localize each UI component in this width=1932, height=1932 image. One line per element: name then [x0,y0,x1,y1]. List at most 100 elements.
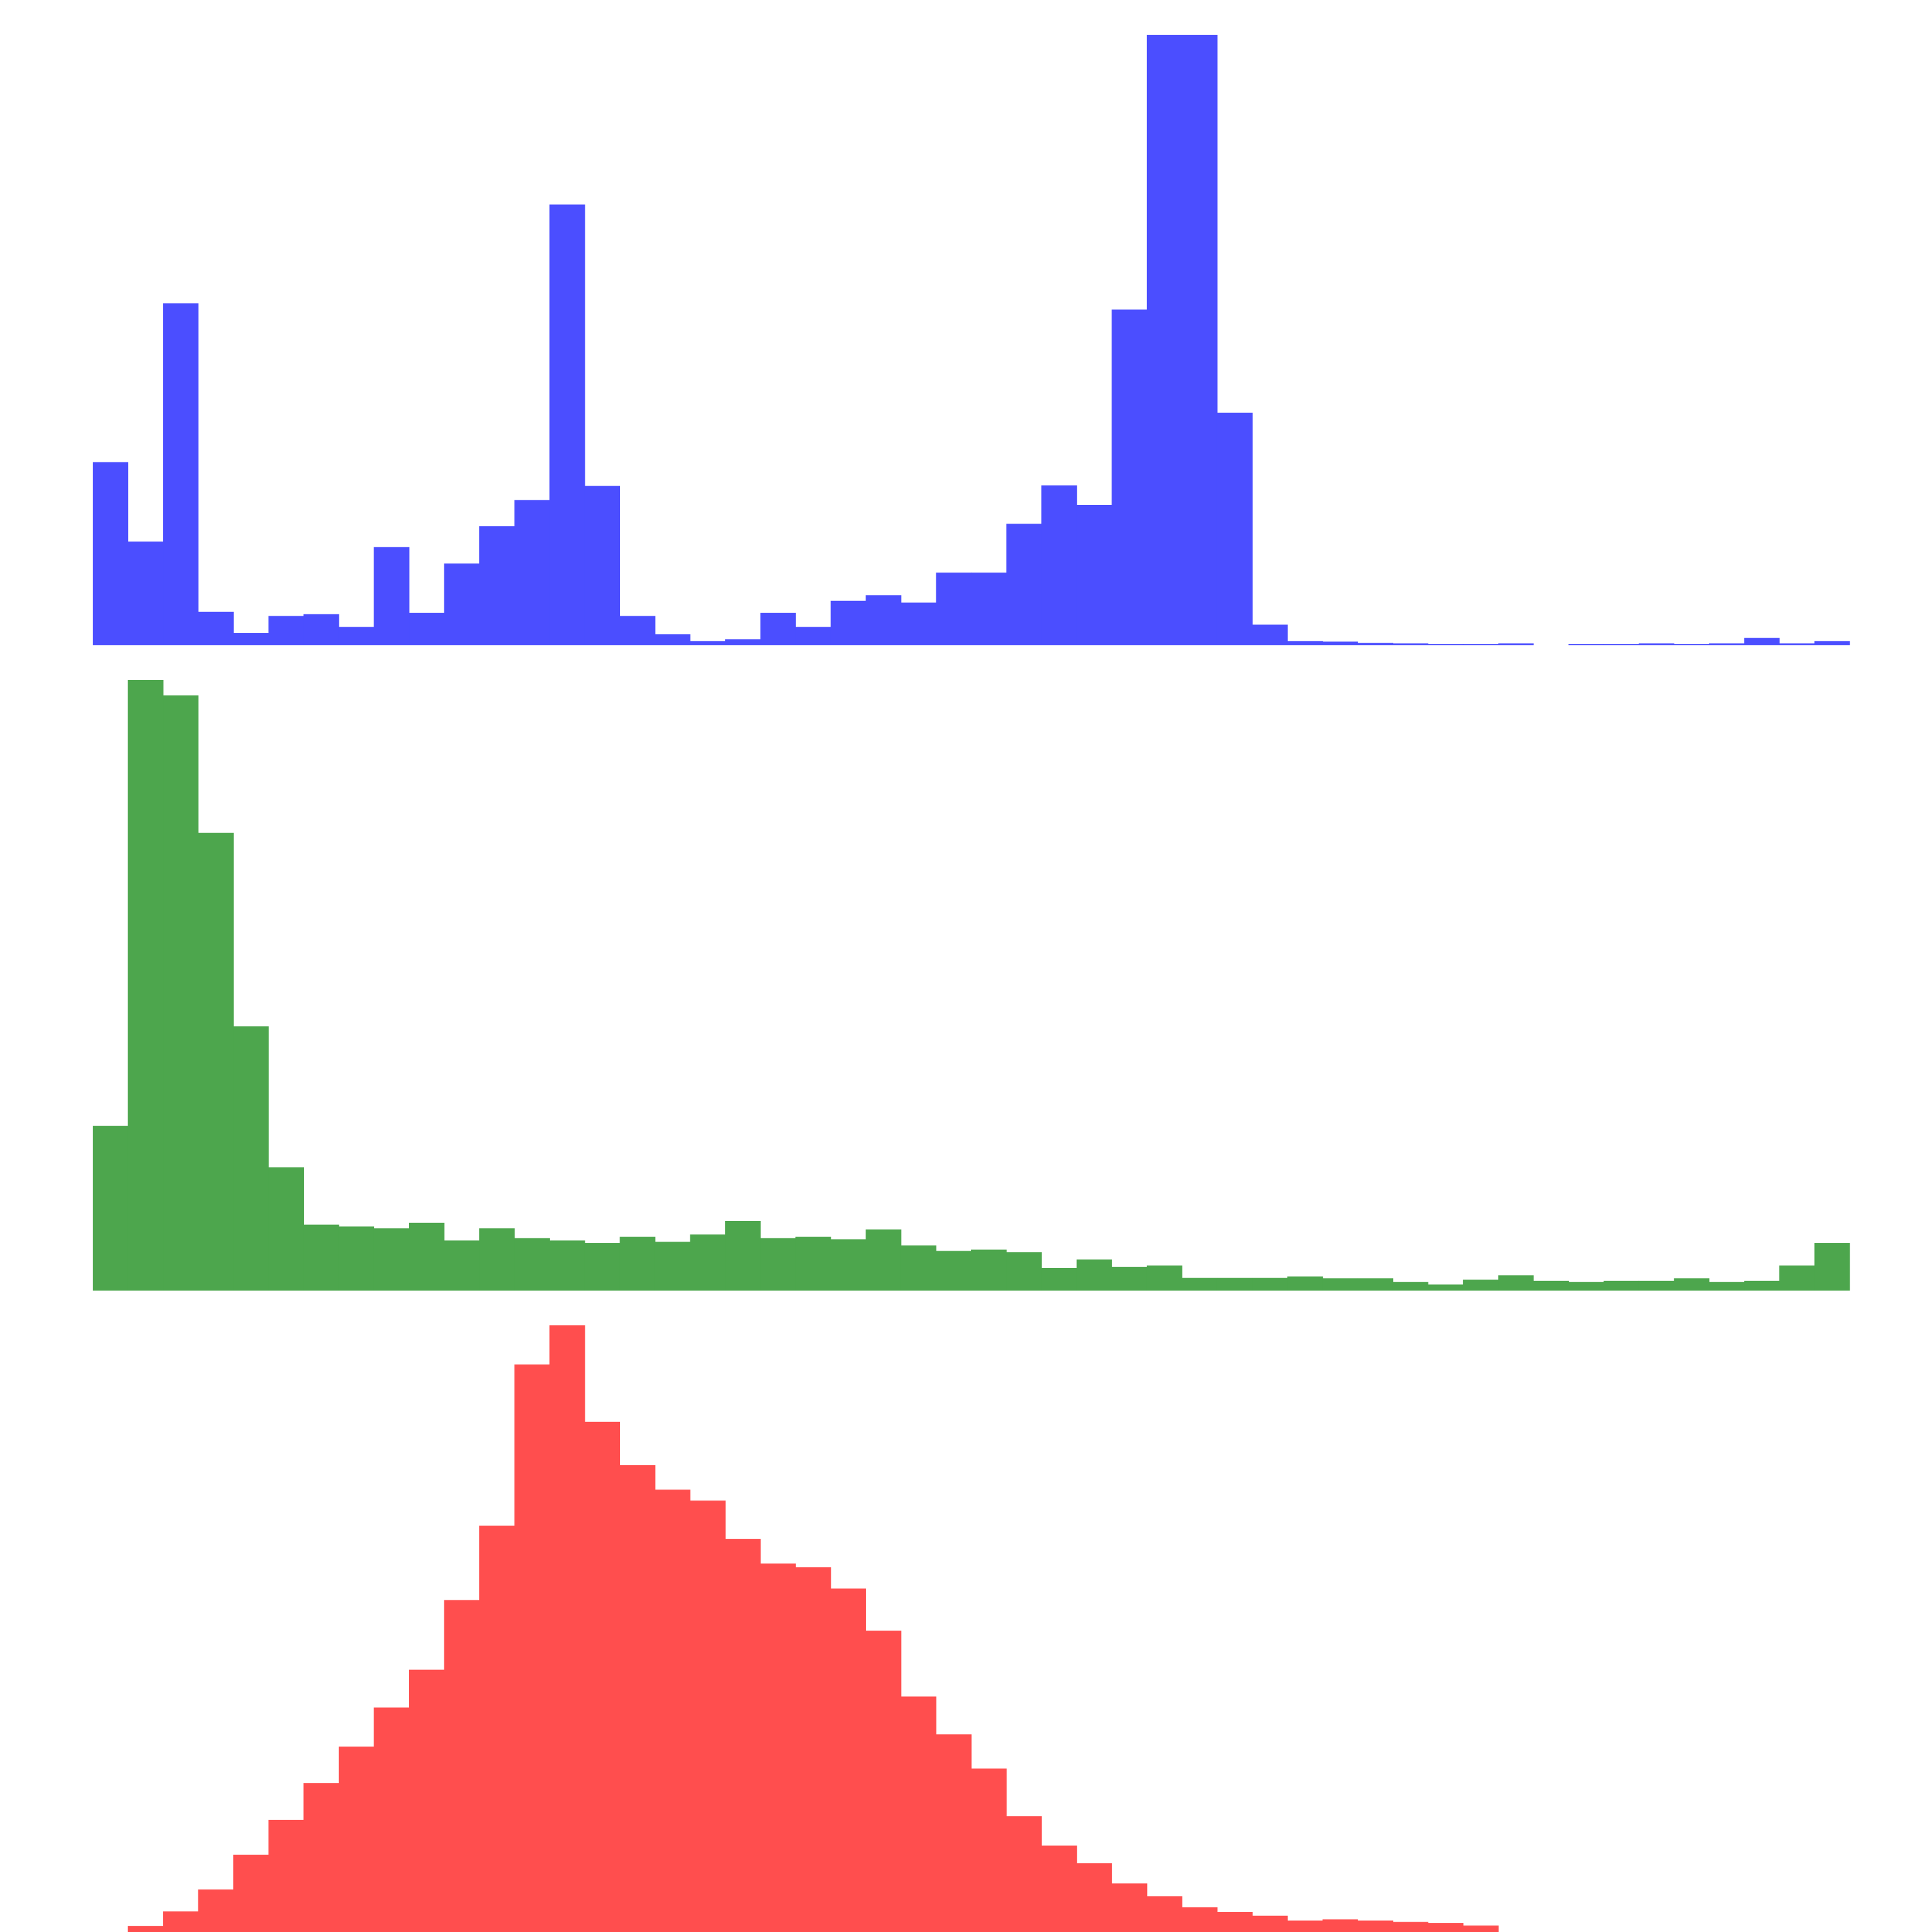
histogram-bottom-bar [795,1567,831,1932]
histogram-middle-bar [1076,1259,1112,1291]
histogram-top-bar [198,611,234,645]
histogram-middle-bar [654,1242,691,1291]
histogram-middle-bar [198,833,234,1291]
histogram-top-bar [900,602,937,645]
histogram-bottom-bar [830,1588,866,1932]
histogram-bottom-bar [128,1926,164,1932]
histogram-bottom-bar [444,1600,480,1932]
histogram-middle-bar [1322,1278,1358,1291]
histogram-middle-bar [936,1251,972,1291]
histogram-middle-bar [830,1239,866,1291]
histogram-middle-bar [514,1238,550,1291]
histogram-top-bar [163,303,199,645]
histogram-top-bar [409,612,445,645]
histogram-bottom-bar [1006,1816,1042,1932]
histogram-top-bar [338,627,375,645]
histogram-top-bar [374,547,410,645]
histogram-middle-bar [1779,1265,1815,1291]
histogram-top-bar [1041,485,1077,645]
histogram-top-bar [795,627,831,645]
histogram-middle-bar [1604,1280,1640,1291]
histogram-top-bar [1006,524,1042,645]
histogram-middle-bar [1674,1278,1710,1291]
histogram-middle-bar [93,1126,129,1291]
histogram-top-bar [303,614,339,645]
histogram-top-bar [1638,643,1674,645]
histogram-bottom-bar [760,1563,796,1932]
histogram-top-bar [971,573,1007,645]
histogram-bottom-bar [971,1768,1007,1932]
histogram-middle-bar [549,1240,585,1291]
histogram-top-bar [1392,643,1428,645]
histogram-middle-bar [444,1240,480,1291]
histogram-middle-bar [725,1220,761,1291]
histogram-middle-bar [479,1228,515,1291]
histogram-bottom-panel [128,1325,1499,1932]
histogram-middle-bar [1638,1280,1674,1291]
histogram-top-bar [1604,644,1640,645]
histogram-bottom-bar [1392,1922,1428,1932]
histogram-top-bar [1709,643,1745,645]
histogram-bottom-bar [1252,1915,1288,1932]
histogram-top-bar [620,616,656,645]
histogram-bottom-bar [549,1325,585,1932]
histogram-top-bar [1076,504,1112,645]
histogram-bottom-bar [1146,1896,1182,1932]
histogram-middle-bar [1463,1279,1499,1291]
histogram-top-bar [830,600,866,645]
histogram-top-bar [1814,641,1850,645]
histogram-middle-panel [93,680,1850,1291]
histogram-bottom-bar [866,1631,902,1932]
histogram-top-bar [1568,644,1604,645]
histogram-bottom-bar [479,1525,515,1932]
histogram-middle-bar [1709,1282,1745,1291]
histogram-top-bar [128,541,164,645]
histogram-middle-bar [1182,1278,1218,1291]
histogram-middle-bar [584,1243,620,1291]
histogram-top-bar [1674,644,1710,645]
histogram-middle-bar [971,1249,1007,1291]
histogram-top-bar [1217,412,1253,645]
histogram-middle-bar [1252,1278,1288,1291]
histogram-bottom-bar [654,1490,691,1932]
histogram-bottom-bar [1041,1845,1077,1932]
histogram-middle-bar [1358,1278,1394,1291]
histogram-bottom-bar [900,1696,937,1932]
histogram-bottom-bar [233,1854,269,1932]
histogram-middle-bar [1814,1243,1850,1291]
histogram-middle-bar [690,1234,726,1291]
histogram-top-bar [654,634,691,645]
histogram-bottom-bar [409,1669,445,1932]
histogram-bottom-bar [303,1783,339,1932]
histogram-middle-bar [338,1226,375,1291]
histogram-bottom-bar [936,1734,972,1932]
histogram-middle-bar [1533,1280,1569,1291]
histogram-bottom-bar [198,1889,234,1932]
histogram-bottom-bar [338,1747,375,1932]
histogram-middle-bar [1392,1282,1428,1291]
histogram-bottom-bar [1428,1923,1464,1932]
histogram-middle-bar [374,1228,410,1291]
histogram-middle-bar [303,1224,339,1291]
histogram-bottom-bar [268,1819,304,1932]
histogram-top-bar [725,639,761,645]
histogram-middle-bar [1041,1267,1077,1291]
histogram-top-bar [479,526,515,645]
histogram-middle-bar [866,1229,902,1291]
histogram-middle-bar [900,1245,937,1291]
histogram-top-bar [1146,35,1182,645]
histogram-middle-bar [163,695,199,1291]
histogram-top-panel [93,35,1850,646]
histogram-top-bar [866,595,902,645]
histogram-middle-bar [268,1167,304,1291]
histogram-top-bar [1779,643,1815,645]
histogram-middle-bar [1217,1278,1253,1291]
histogram-top-bar [1112,309,1148,646]
histogram-top-bar [690,641,726,645]
histogram-top-bar [584,486,620,645]
histogram-top-bar [1322,641,1358,645]
histogram-middle-bar [1744,1280,1780,1291]
histogram-top-bar [1252,624,1288,645]
histogram-middle-bar [1146,1265,1182,1291]
